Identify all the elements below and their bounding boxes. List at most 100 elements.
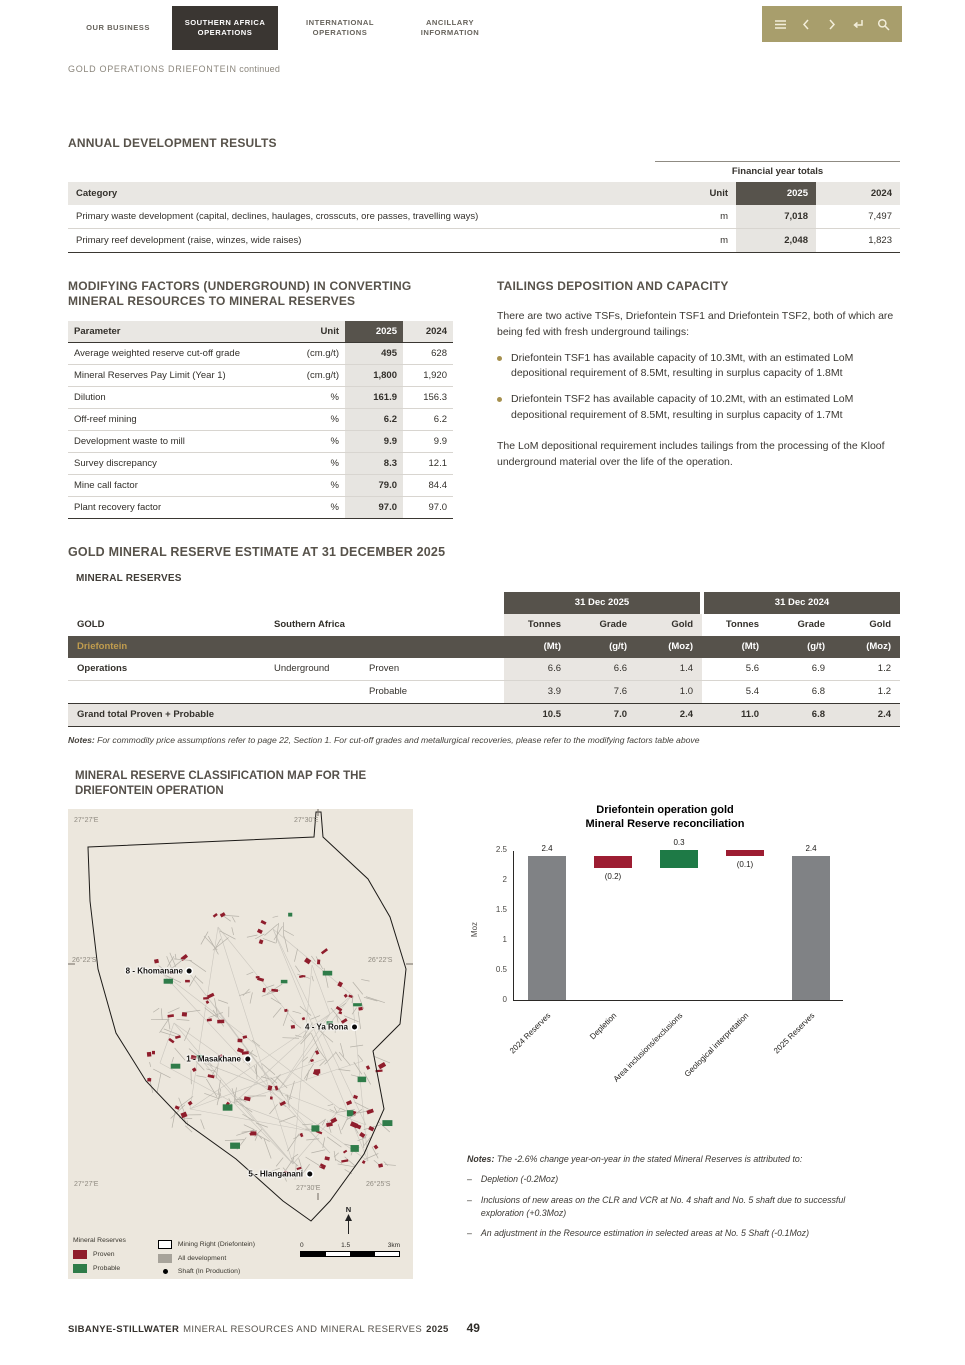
mining-right-swatch-icon [157,1239,172,1249]
coord-label: 26°22'S [72,956,97,964]
col-header-unit: Unit [320,326,339,337]
cell-2025: 97.0 [345,496,403,519]
col-header-parameter: Parameter [74,326,121,337]
cell-2024: 97.0 [428,502,448,513]
shaft-marker-masakhane: 1 - Masakhane [186,1054,250,1063]
cell-2025: 79.0 [345,474,403,497]
table-row: Average weighted reserve cut-off grade (… [68,342,453,365]
breadcrumb-suffix: continued [239,64,281,74]
page-footer: SIBANYE-STILLWATER MINERAL RESOURCES AND… [68,1321,480,1335]
tailings-column: TAILINGS DEPOSITION AND CAPACITY There a… [497,279,900,470]
menu-icon[interactable] [773,17,788,32]
cell-2024: 7,497 [868,211,892,222]
coord-label: 27°27'E [74,816,99,824]
footer-brand: SIBANYE-STILLWATER [68,1324,180,1335]
modifying-factors-column: MODIFYING FACTORS (UNDERGROUND) IN CONVE… [68,279,453,519]
coord-label: 27°30'E [296,1184,321,1192]
cell-value: 1.0 [636,680,702,704]
scale-start: 0 [300,1241,304,1249]
reserve-estimate-section: GOLD MINERAL RESERVE ESTIMATE AT 31 DECE… [68,545,900,745]
shaft-label: 5 - Hlanganani [248,1169,303,1178]
mineral-reserves-table: 31 Dec 2025 31 Dec 2024 GOLD Southern Af… [68,591,900,727]
map-column: MINERAL RESERVE CLASSIFICATION MAP FOR T… [68,769,413,1279]
table-row: Dilution % 161.9 156.3 [68,386,453,409]
list-item: Driefontein TSF1 has available capacity … [497,351,900,383]
cell-parameter: Dilution [74,392,106,403]
unit-mt-2025: (Mt) [504,635,570,658]
bar-value-label: 0.3 [673,837,685,847]
unit-mt-2024: (Mt) [702,635,768,658]
cell-unit: (cm.g/t) [306,370,339,381]
breadcrumb: GOLD OPERATIONS DRIEFONTEIN continued [68,64,965,74]
bar-value-label: (0.2) [604,871,622,881]
operation-unit-row: Driefontein (Mt) (g/t) (Moz) (Mt) (g/t) … [68,635,900,658]
map-background [68,808,413,1279]
page-content: ANNUAL DEVELOPMENT RESULTS Financial yea… [0,136,965,1279]
coord-label: 26°25'S [366,1180,391,1188]
return-icon[interactable] [850,17,865,32]
modifying-factors-table: Parameter Unit 2025 2024 Average weighte… [68,321,453,519]
cell-unit: % [330,436,339,447]
cell-parameter: Development waste to mill [74,436,185,447]
map-chart-section: MINERAL RESERVE CLASSIFICATION MAP FOR T… [68,769,900,1279]
col-header-2025: 2025 [736,182,816,205]
footer-title: MINERAL RESOURCES AND MINERAL RESERVES [183,1324,423,1335]
coord-label: 26°22'S [368,956,393,964]
unit-gt-2024: (g/t) [768,635,834,658]
search-icon[interactable] [876,17,891,32]
col-header-category: Category [76,188,118,199]
development-swatch-icon [157,1253,172,1263]
map-legend: Mineral Reserves Proven Probable Mining … [73,1237,255,1275]
cell-value: 7.6 [570,680,636,704]
cell-2025: 6.2 [345,408,403,431]
grand-total-label: Grand total Proven + Probable [77,709,214,721]
total-value: 2.4 [679,709,693,721]
unit-moz-2024: (Moz) [834,635,900,658]
cell-2025: 2,048 [736,228,816,253]
chevron-left-icon[interactable] [799,17,814,32]
modifying-table-header-row: Parameter Unit 2025 2024 [68,321,453,343]
shaft-marker-ya-rona: 4 - Ya Rona [305,1022,357,1031]
two-column-section: MODIFYING FACTORS (UNDERGROUND) IN CONVE… [68,279,900,519]
scale-end: 3km [387,1241,400,1249]
map-title: MINERAL RESERVE CLASSIFICATION MAP FOR T… [75,769,367,797]
tab-international-operations[interactable]: INTERNATIONAL OPERATIONS [306,17,374,37]
tab-southern-africa-operations[interactable]: SOUTHERN AFRICA OPERATIONS [172,6,278,50]
tailings-outro: The LoM depositional requirement include… [497,439,885,468]
measure-header-row: GOLD Southern Africa Tonnes Grade Gold T… [68,613,900,636]
tab-ancillary-information[interactable]: ANCILLARY INFORMATION [420,17,480,37]
map-scale-bar: 0 1.5 3km [300,1242,400,1257]
cell-area: Operations [77,663,128,675]
notes-text: For commodity price assumptions refer to… [97,734,700,745]
cell-mining-method: Underground [274,663,330,675]
cell-value: 3.9 [504,680,570,704]
x-axis-labels: 2024 Reserves Depletion Area inclusions/ex… [508,1007,843,1143]
shaft-dot-icon [245,1056,250,1061]
cell-2024: 628 [431,348,447,359]
tailings-bullets: Driefontein TSF1 has available capacity … [497,351,900,424]
north-arrow: N [344,1205,353,1234]
dash-marker: – [467,1194,472,1205]
cell-unit: (cm.g/t) [306,348,339,359]
tab-our-business[interactable]: OUR BUSINESS [86,22,150,32]
table-row: Survey discrepancy % 8.3 12.1 [68,452,453,475]
commodity-label: GOLD [77,619,105,631]
operation-name: Driefontein [68,635,504,658]
chart-bar-2025-reserves [792,856,830,1001]
shaft-label: 8 - Khomanane [125,966,183,975]
legend-title: Mineral Reserves [73,1236,126,1244]
table-row: Plant recovery factor % 97.0 97.0 [68,496,453,519]
cell-2024: 12.1 [428,458,448,469]
mineral-reserve-classification-map: 27°27'E 27°30'E 26°22'S 26°22'S 27°27'E … [68,808,413,1279]
table-row: Development waste to mill % 9.9 9.9 [68,430,453,453]
chart-bar-area-inclusions-exclusions [660,850,698,869]
bar-value-label: 2.4 [541,843,553,853]
cell-2025: 1,800 [345,364,403,387]
chart-notes: Notes: The -2.6% change year-on-year in … [467,1153,859,1240]
chevron-right-icon[interactable] [824,17,839,32]
empty-cell [68,592,504,614]
north-label: N [345,1204,352,1214]
cell-value: 5.4 [745,686,759,698]
total-value: 10.5 [542,709,562,721]
bullet-icon [497,355,502,361]
